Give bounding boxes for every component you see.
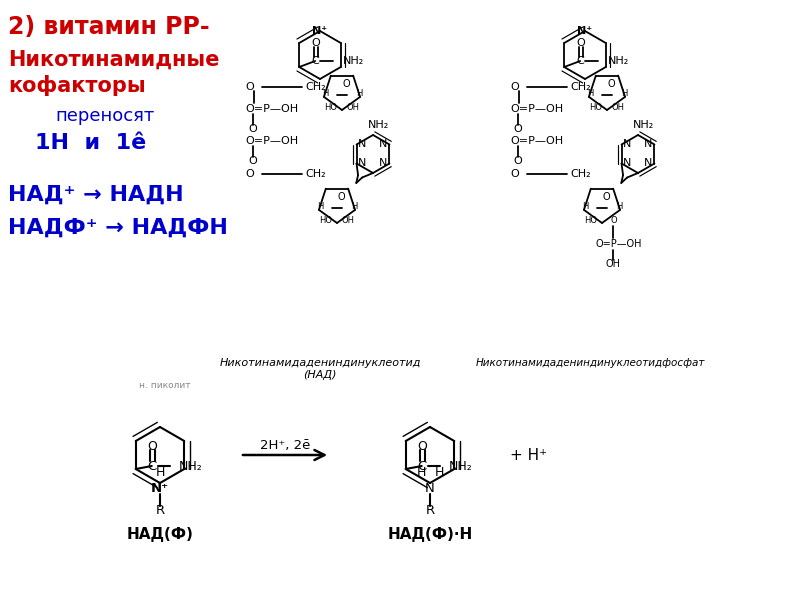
Text: C: C [576, 56, 584, 66]
Text: НАД(Ф): НАД(Ф) [126, 527, 194, 542]
Text: O: O [312, 38, 321, 48]
Text: N: N [379, 158, 388, 169]
Text: H: H [155, 467, 165, 479]
Text: HO: HO [319, 215, 332, 224]
Text: CH₂: CH₂ [570, 169, 590, 179]
Text: HO: HO [589, 103, 602, 112]
Text: CH₂: CH₂ [305, 169, 326, 179]
Text: N⁺: N⁺ [151, 481, 169, 494]
Text: H: H [582, 202, 588, 211]
Text: CH₂: CH₂ [570, 82, 590, 92]
Text: O=P—OH: O=P—OH [595, 239, 642, 249]
Text: N: N [425, 481, 435, 494]
Text: OH: OH [342, 215, 355, 224]
Text: NH₂: NH₂ [343, 56, 365, 66]
Text: H: H [586, 89, 593, 98]
Text: N: N [358, 158, 366, 169]
Text: C: C [311, 56, 319, 66]
Text: C: C [147, 460, 156, 473]
Text: H: H [317, 202, 323, 211]
Text: OH: OH [347, 103, 360, 112]
Text: O: O [610, 215, 617, 224]
Text: HO: HO [584, 215, 597, 224]
Text: R: R [426, 503, 434, 517]
Text: Никотинамидные: Никотинамидные [8, 50, 219, 70]
Text: NH₂: NH₂ [633, 120, 654, 130]
Text: N: N [644, 139, 653, 149]
Text: O: O [577, 38, 586, 48]
Text: O=P—OH: O=P—OH [510, 136, 563, 146]
Text: H: H [356, 89, 362, 98]
Text: NH₂: NH₂ [449, 460, 473, 473]
Text: H: H [621, 89, 627, 98]
Text: NH₂: NH₂ [608, 56, 630, 66]
Text: н. пиколит: н. пиколит [139, 380, 191, 389]
Text: O: O [246, 82, 254, 92]
Text: НАДФ⁺ → НАДФН: НАДФ⁺ → НАДФН [8, 218, 228, 238]
Text: 2) витамин РР-: 2) витамин РР- [8, 15, 210, 39]
Text: CH₂: CH₂ [305, 82, 326, 92]
Text: O: O [249, 124, 258, 134]
Text: NH₂: NH₂ [368, 120, 390, 130]
Text: 1Н  и  1ê: 1Н и 1ê [35, 133, 146, 153]
Text: O: O [246, 169, 254, 179]
Text: H: H [434, 467, 444, 479]
Text: кофакторы: кофакторы [8, 75, 146, 96]
Text: H: H [416, 467, 426, 479]
Text: N: N [379, 139, 388, 149]
Text: O=P—OH: O=P—OH [510, 104, 563, 114]
Text: O: O [147, 439, 157, 452]
Text: O=P—OH: O=P—OH [245, 104, 298, 114]
Text: H: H [616, 202, 622, 211]
Text: OH: OH [612, 103, 625, 112]
Text: O: O [343, 79, 350, 89]
Text: N: N [623, 158, 632, 169]
Text: O: O [510, 169, 519, 179]
Text: O: O [510, 82, 519, 92]
Text: H: H [322, 89, 328, 98]
Text: + Н⁺: + Н⁺ [510, 448, 547, 463]
Text: O: O [249, 156, 258, 166]
Text: O: O [338, 193, 346, 202]
Text: H: H [351, 202, 358, 211]
Text: 2Н⁺, 2ē: 2Н⁺, 2ē [260, 439, 310, 451]
Text: O: O [514, 156, 522, 166]
Text: O: O [608, 79, 615, 89]
Text: O: O [603, 193, 610, 202]
Text: C: C [417, 460, 426, 473]
Text: переносят: переносят [55, 107, 154, 125]
Text: N⁺: N⁺ [313, 26, 327, 36]
Text: N: N [644, 158, 653, 169]
Text: НАД(Ф)·Н: НАД(Ф)·Н [387, 527, 473, 542]
Text: O=P—OH: O=P—OH [245, 136, 298, 146]
Text: Никотинамидадениндинуклеотидфосфат: Никотинамидадениндинуклеотидфосфат [475, 358, 705, 368]
Text: N: N [358, 139, 366, 149]
Text: N: N [623, 139, 632, 149]
Text: O: O [514, 124, 522, 134]
Text: НАД⁺ → НАДН: НАД⁺ → НАДН [8, 185, 184, 205]
Text: NH₂: NH₂ [178, 460, 202, 473]
Text: O: O [417, 439, 426, 452]
Text: OH: OH [606, 259, 621, 269]
Text: R: R [155, 503, 165, 517]
Text: HO: HO [324, 103, 337, 112]
Text: N⁺: N⁺ [578, 26, 593, 36]
Text: Никотинамидадениндинуклеотид
(НАД): Никотинамидадениндинуклеотид (НАД) [219, 358, 421, 380]
